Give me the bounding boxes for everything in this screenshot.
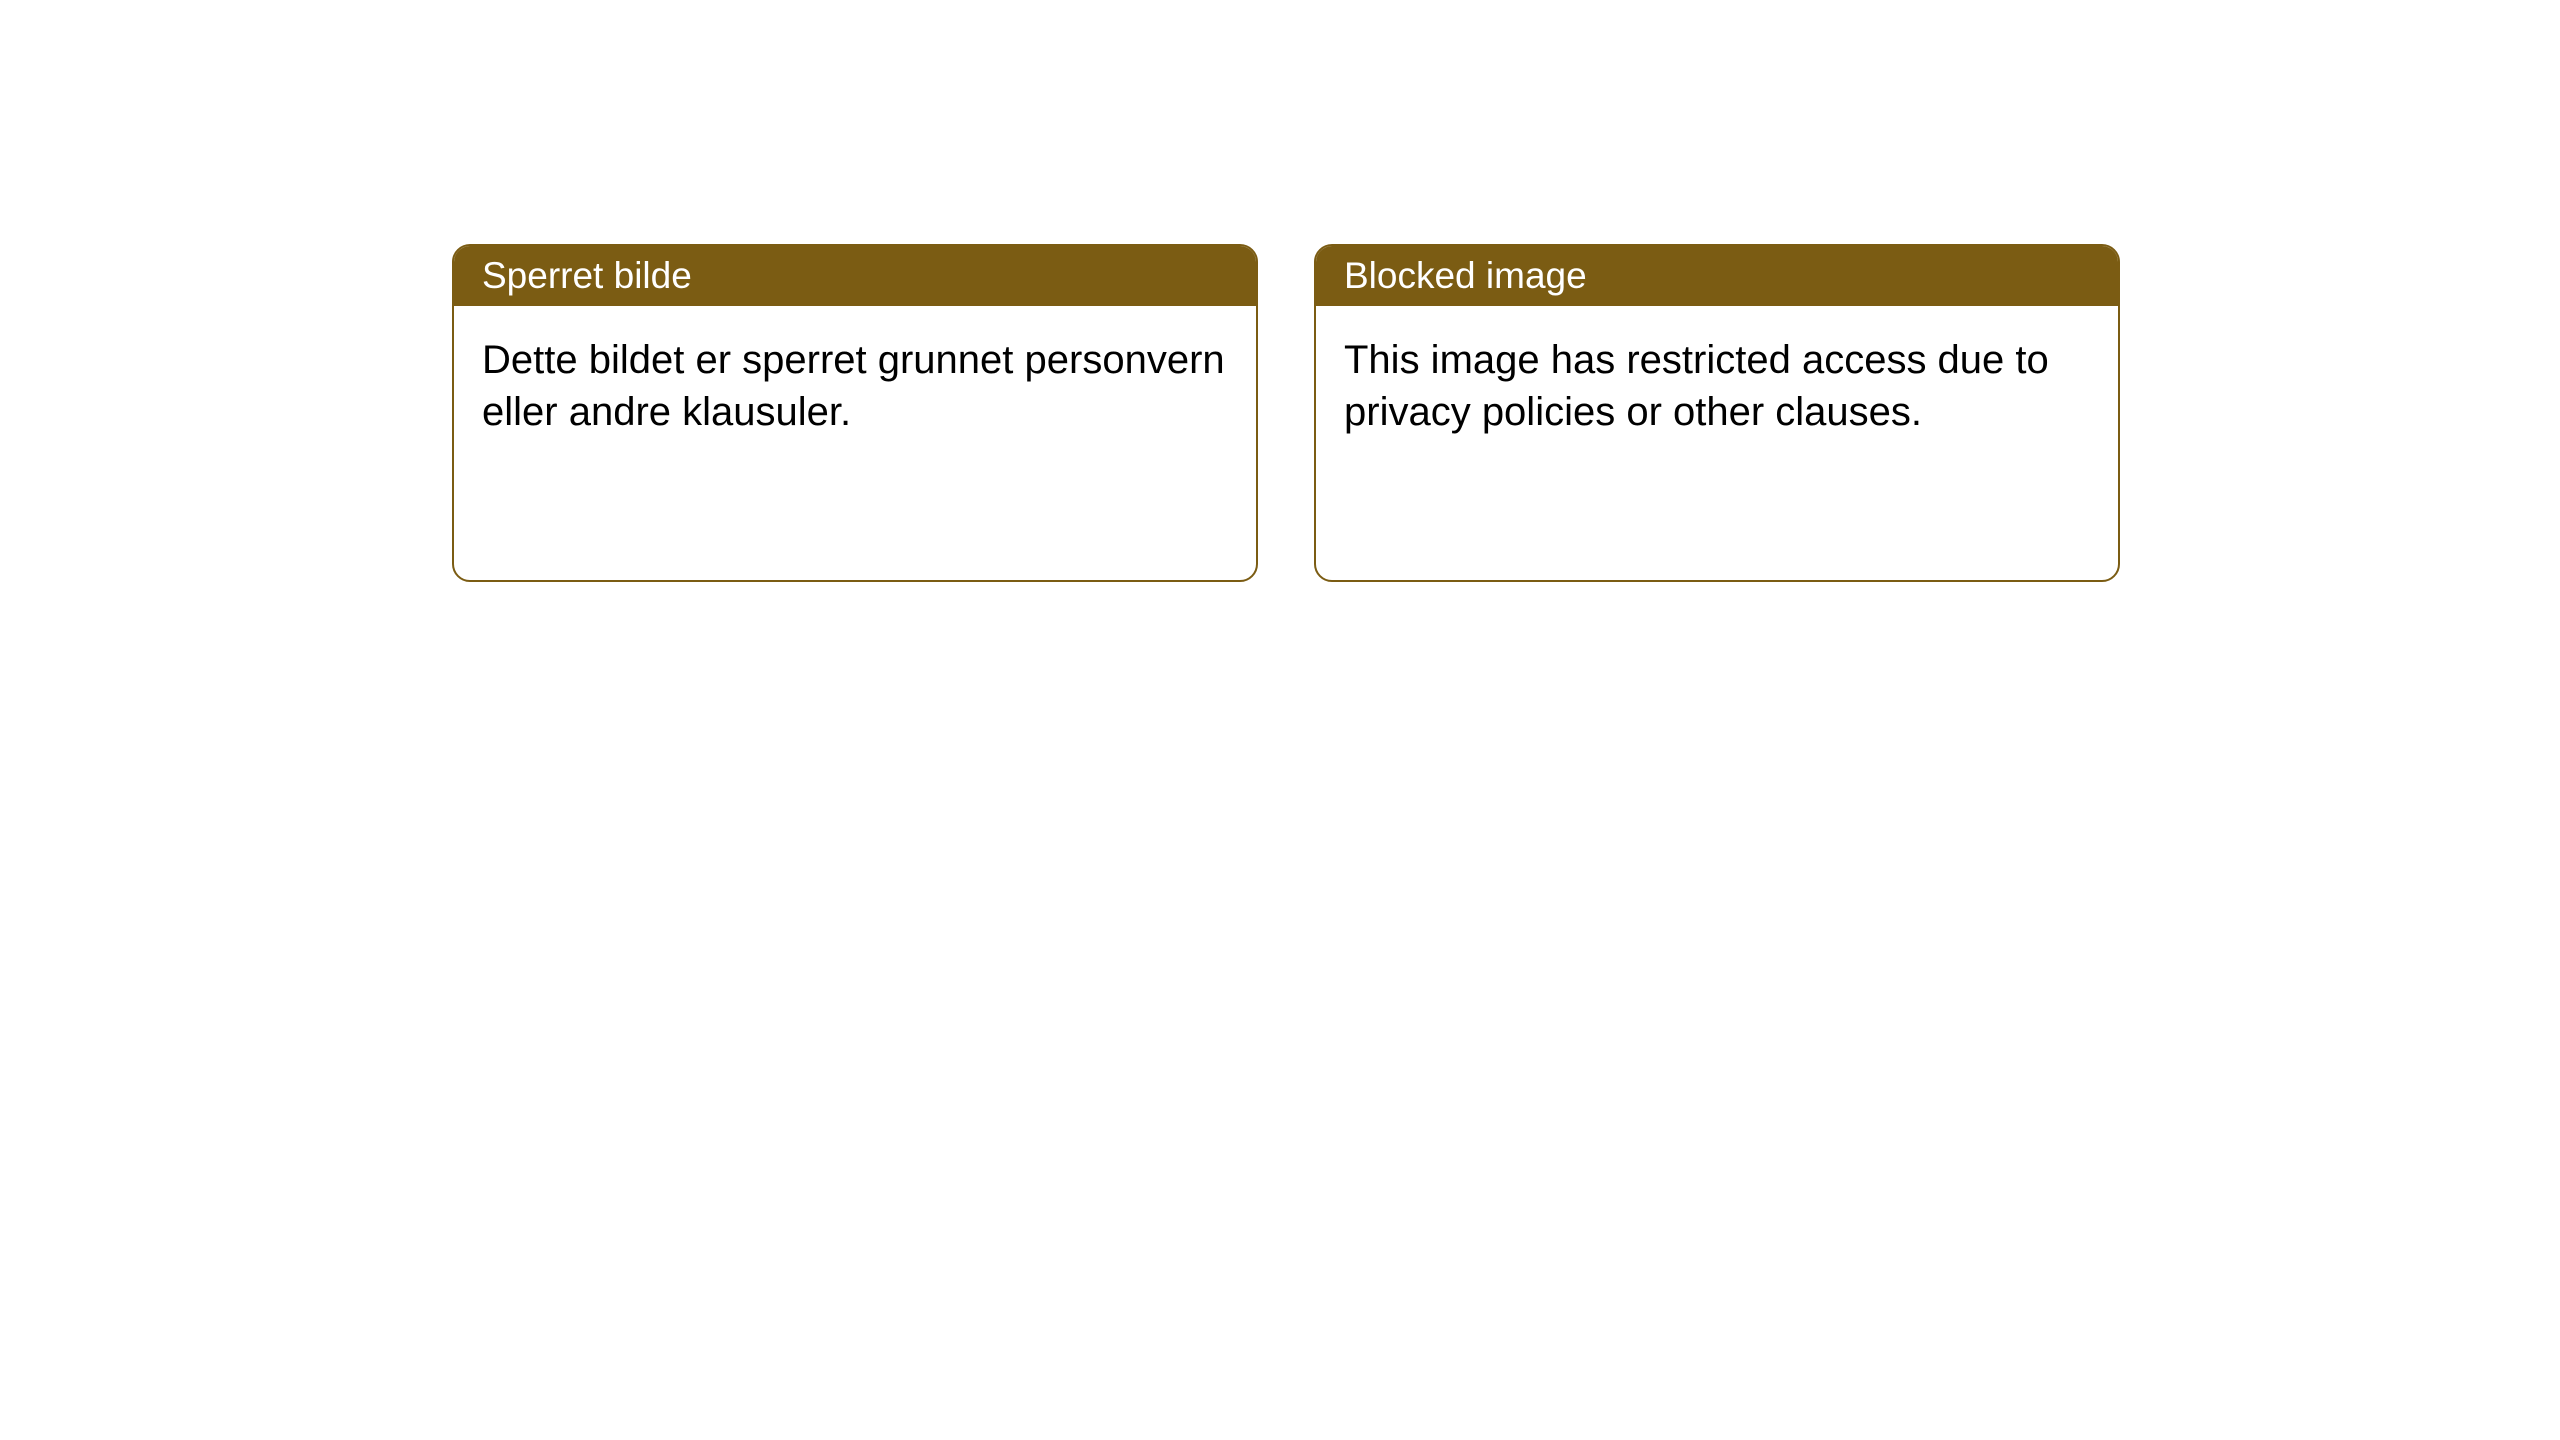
card-header: Blocked image [1316, 246, 2118, 306]
notice-container: Sperret bilde Dette bildet er sperret gr… [452, 244, 2120, 582]
card-body-text: This image has restricted access due to … [1344, 338, 2049, 434]
card-body: Dette bildet er sperret grunnet personve… [454, 306, 1256, 466]
card-body-text: Dette bildet er sperret grunnet personve… [482, 338, 1225, 434]
card-title: Blocked image [1344, 255, 1587, 297]
blocked-image-card-english: Blocked image This image has restricted … [1314, 244, 2120, 582]
card-body: This image has restricted access due to … [1316, 306, 2118, 466]
card-title: Sperret bilde [482, 255, 692, 297]
blocked-image-card-norwegian: Sperret bilde Dette bildet er sperret gr… [452, 244, 1258, 582]
card-header: Sperret bilde [454, 246, 1256, 306]
